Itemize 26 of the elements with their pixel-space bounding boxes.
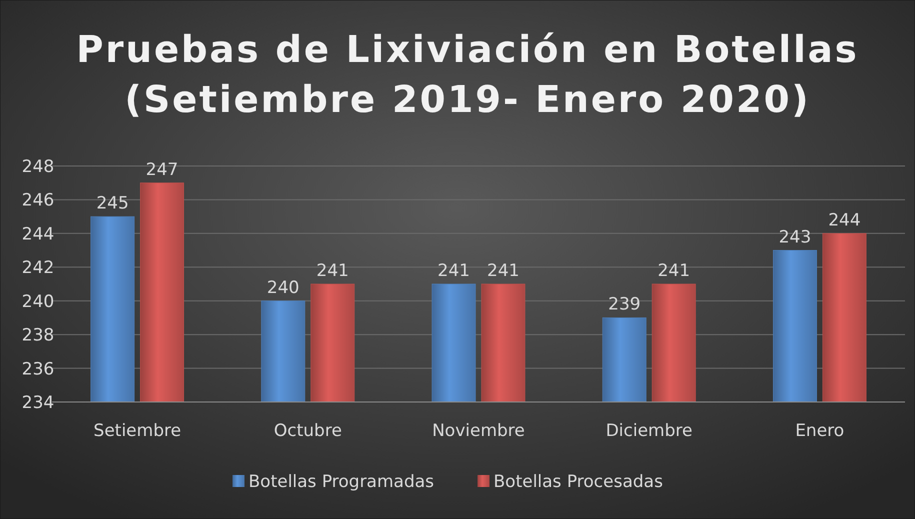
data-label: 245 <box>96 194 129 214</box>
y-tick-label: 240 <box>22 292 54 312</box>
data-label: 240 <box>266 278 300 298</box>
x-tick-label: Setiembre <box>94 421 182 441</box>
data-label: 244 <box>828 210 861 230</box>
y-tick-label: 242 <box>22 258 54 278</box>
data-label: 241 <box>316 261 349 281</box>
y-tick-label: 246 <box>22 190 54 211</box>
x-tick-label: Enero <box>795 421 844 441</box>
x-tick-label: Noviembre <box>432 421 525 441</box>
y-tick-label: 234 <box>22 393 54 413</box>
data-label: 241 <box>658 261 690 281</box>
chart-title: Pruebas de Lixiviación en Botellas (Setiembre 2019- Enero 2020) <box>76 28 859 121</box>
data-label: 243 <box>778 227 812 248</box>
legend-label: Botellas Procesadas <box>494 472 664 492</box>
data-label: 241 <box>438 261 470 281</box>
data-label: 247 <box>146 160 178 180</box>
y-tick-label: 244 <box>22 224 54 244</box>
y-tick-label: 238 <box>22 326 54 346</box>
legend-label: Botellas Programadas <box>248 472 434 492</box>
x-tick-label: Octubre <box>274 421 342 441</box>
y-tick-label: 248 <box>22 157 54 177</box>
data-label: 239 <box>608 294 641 315</box>
y-tick-label: 236 <box>22 359 54 380</box>
x-tick-label: Diciembre <box>606 421 692 441</box>
data-label: 241 <box>487 261 520 281</box>
